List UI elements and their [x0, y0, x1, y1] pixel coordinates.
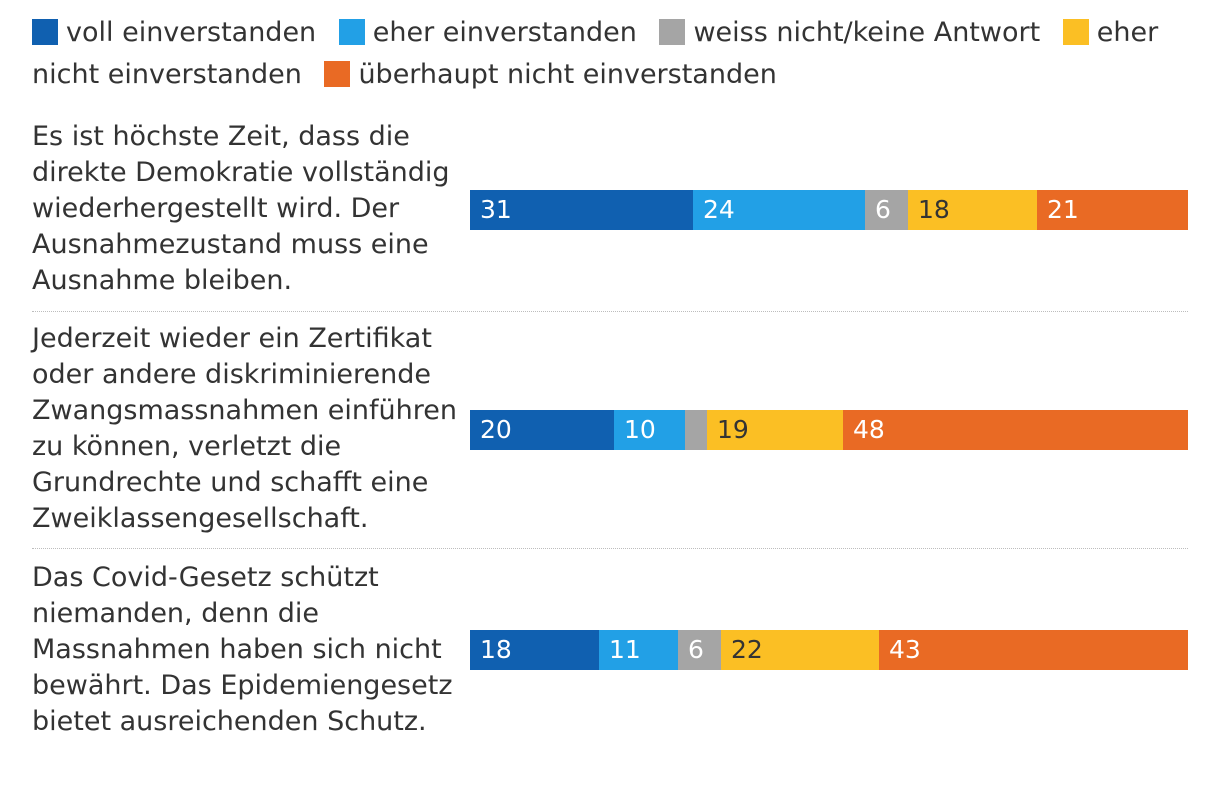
bar-segment-voll-einverstanden: [470, 410, 614, 450]
bar-segment-eher-nicht-einverstanden: [908, 190, 1037, 230]
legend-item-eher-nicht-einverstanden[interactable]: eher nicht einverstanden: [32, 17, 1158, 90]
legend-item-ueberhaupt-nicht-einverstanden[interactable]: überhaupt nicht einverstanden: [324, 59, 777, 90]
bar-segment-weiss-nicht-keine-antwort: [678, 630, 721, 670]
legend-item-voll-einverstanden[interactable]: voll einverstanden: [32, 17, 316, 48]
row-label-3: Das Covid-Gesetz schützt niemanden, denn…: [32, 562, 453, 737]
bar-segment-voll-einverstanden: [470, 630, 599, 670]
bar-segment-weiss-nicht-keine-antwort: [685, 410, 707, 450]
legend-label: überhaupt nicht einverstanden: [358, 59, 777, 90]
data-label: 11: [609, 635, 641, 664]
row-divider: [32, 311, 1188, 312]
row-divider: [32, 548, 1188, 549]
data-label: 20: [480, 415, 512, 444]
data-label: 6: [688, 635, 704, 664]
legend-swatch: [1062, 19, 1089, 45]
row-label-2: Jederzeit wieder ein Zertifikat oder and…: [32, 323, 457, 534]
data-label: 48: [853, 415, 885, 444]
legend-swatch: [338, 19, 365, 45]
legend-swatch: [32, 19, 58, 45]
legend-swatch: [324, 61, 351, 87]
data-label: 19: [717, 415, 749, 444]
bar-segment-weiss-nicht-keine-antwort: [865, 190, 908, 230]
bar-segment-eher-einverstanden: [693, 190, 865, 230]
data-label: 18: [918, 195, 950, 224]
data-label: 24: [703, 195, 735, 224]
bar-segment-berhaupt-nicht-einverstanden: [1037, 190, 1188, 230]
legend-label: weiss nicht/keine Antwort: [693, 17, 1041, 48]
bar-segment-eher-einverstanden: [614, 410, 685, 450]
data-label: 43: [889, 635, 921, 664]
legend-label: voll einverstanden: [66, 17, 317, 48]
legend-item-eher-einverstanden[interactable]: eher einverstanden: [338, 17, 637, 48]
legend-label: eher einverstanden: [372, 17, 637, 48]
bar-segment-berhaupt-nicht-einverstanden: [843, 410, 1188, 450]
data-label: 10: [624, 415, 656, 444]
data-label: 22: [731, 635, 763, 664]
legend-item-weiss-nicht[interactable]: weiss nicht/keine Antwort: [659, 17, 1040, 48]
legend: voll einverstanden eher einverstanden we…: [32, 12, 1192, 96]
bar-row-2: 20 10 19 48: [470, 410, 1188, 450]
bar-row-1: 31 24 6 18 21: [470, 190, 1188, 230]
data-label: 31: [480, 195, 512, 224]
data-label: 18: [480, 635, 512, 664]
bar-row-3: 18 11 6 22 43: [470, 630, 1188, 670]
row-label-1: Es ist höchste Zeit, dass die direkte De…: [32, 121, 450, 296]
bar-segment-eher-nicht-einverstanden: [707, 410, 843, 450]
data-label: 21: [1047, 195, 1079, 224]
bar-segment-eher-einverstanden: [599, 630, 678, 670]
bar-segment-berhaupt-nicht-einverstanden: [879, 630, 1188, 670]
legend-swatch: [659, 19, 686, 45]
bar-segment-voll-einverstanden: [470, 190, 693, 230]
legend-label: eher nicht einverstanden: [32, 17, 1159, 90]
data-label: 6: [875, 195, 891, 224]
bar-segment-eher-nicht-einverstanden: [721, 630, 879, 670]
